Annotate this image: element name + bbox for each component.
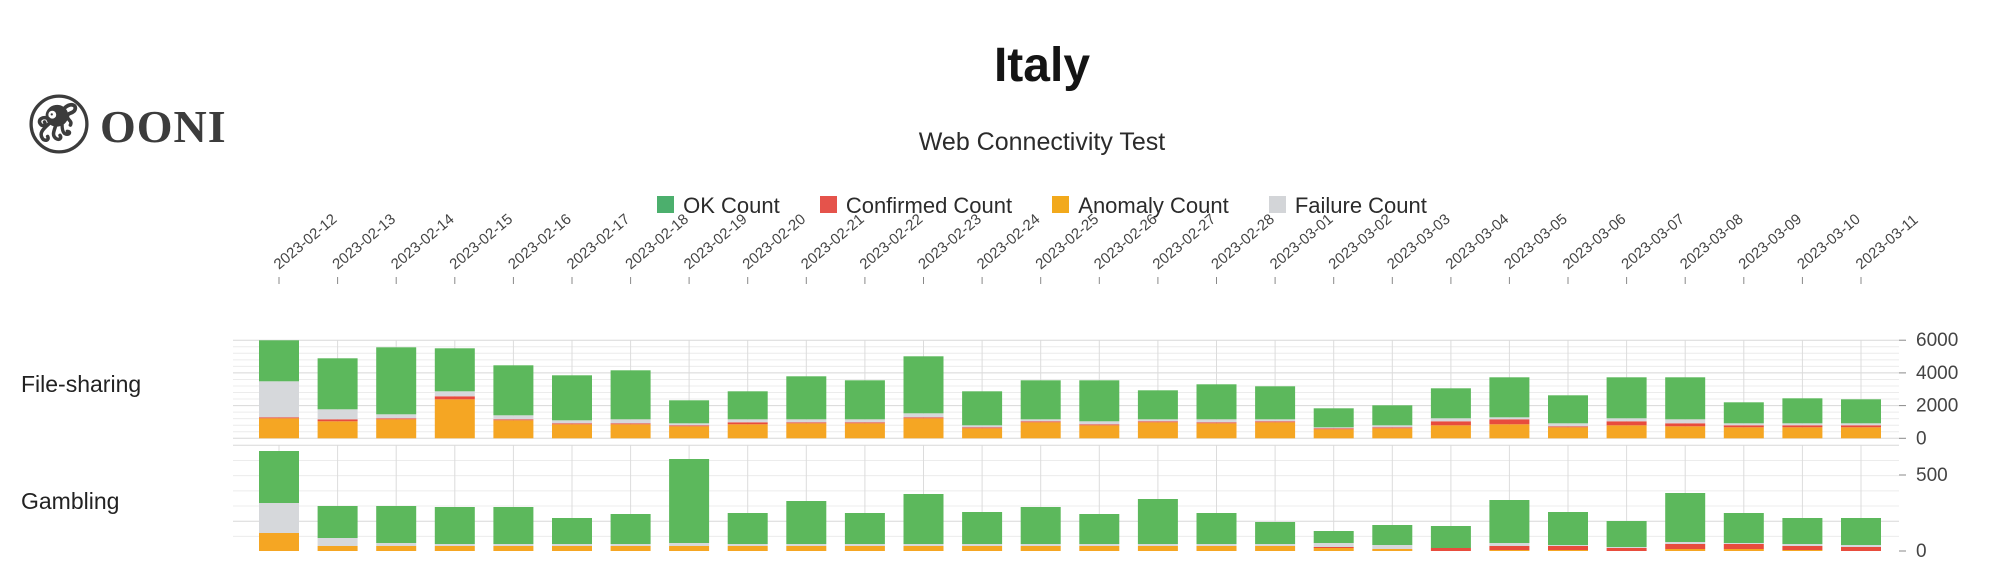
svg-text:6000: 6000 [1916, 330, 1958, 351]
svg-text:0: 0 [1916, 541, 1927, 562]
svg-text:2023-03-03: 2023-03-03 [1384, 211, 1454, 273]
svg-text:2023-03-05: 2023-03-05 [1501, 211, 1571, 273]
svg-text:2023-02-15: 2023-02-15 [446, 211, 516, 273]
svg-text:2023-02-14: 2023-02-14 [388, 211, 458, 273]
svg-text:2023-02-28: 2023-02-28 [1208, 211, 1278, 273]
svg-text:2023-02-27: 2023-02-27 [1150, 211, 1220, 273]
svg-text:0: 0 [1916, 428, 1927, 449]
svg-text:2023-03-09: 2023-03-09 [1735, 211, 1805, 273]
svg-text:500: 500 [1916, 465, 1948, 486]
svg-text:2023-02-18: 2023-02-18 [622, 211, 692, 273]
svg-text:2023-02-19: 2023-02-19 [681, 211, 751, 273]
svg-text:2023-02-16: 2023-02-16 [505, 211, 575, 273]
svg-text:2023-03-08: 2023-03-08 [1677, 211, 1747, 273]
svg-text:2023-02-21: 2023-02-21 [798, 211, 868, 273]
svg-text:2023-03-04: 2023-03-04 [1443, 211, 1513, 273]
svg-text:2000: 2000 [1916, 396, 1958, 417]
svg-text:2023-02-23: 2023-02-23 [915, 211, 985, 273]
svg-text:2023-03-01: 2023-03-01 [1267, 211, 1337, 273]
svg-text:2023-03-06: 2023-03-06 [1560, 211, 1630, 273]
svg-text:2023-02-17: 2023-02-17 [564, 211, 634, 273]
svg-text:2023-02-25: 2023-02-25 [1032, 211, 1102, 273]
svg-text:4000: 4000 [1916, 363, 1958, 384]
svg-text:2023-03-10: 2023-03-10 [1794, 211, 1864, 273]
svg-text:2023-02-24: 2023-02-24 [974, 211, 1044, 273]
svg-text:2023-02-22: 2023-02-22 [857, 211, 927, 273]
svg-text:2023-02-13: 2023-02-13 [329, 211, 399, 273]
svg-text:2023-03-02: 2023-03-02 [1325, 211, 1395, 273]
svg-text:2023-02-12: 2023-02-12 [271, 211, 341, 273]
svg-text:2023-02-20: 2023-02-20 [739, 211, 809, 273]
svg-text:2023-03-11: 2023-03-11 [1853, 211, 1922, 273]
svg-text:2023-02-26: 2023-02-26 [1091, 211, 1161, 273]
svg-text:2023-03-07: 2023-03-07 [1618, 211, 1688, 273]
